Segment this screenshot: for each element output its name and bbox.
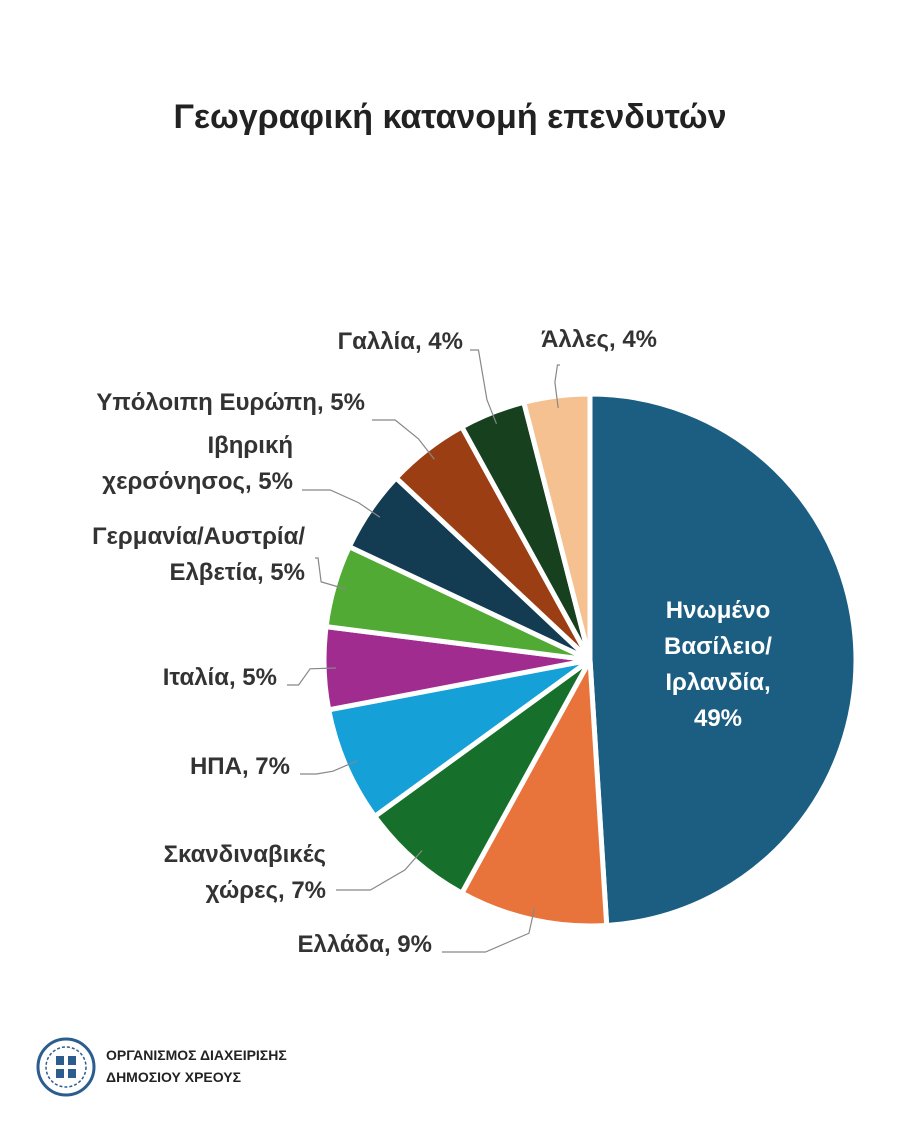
data-label: Ηνωμένο Βασίλειο/Ιρλανδία, 49% — [664, 597, 772, 732]
label-line: Γαλλία, 4% — [338, 328, 463, 355]
org-name: ΔΗΜΟΣΙΟΥ ΧΡΕΟΥΣ — [106, 1069, 241, 1085]
label-line: Ιρλανδία, — [665, 669, 770, 696]
leader-line — [442, 907, 536, 953]
data-label: Ιταλία, 5% — [163, 664, 277, 691]
leader-line — [300, 760, 358, 775]
leader-line — [336, 850, 423, 891]
data-label: Σκανδιναβικές χώρες, 7% — [164, 841, 326, 904]
leader-line — [287, 667, 337, 686]
label-line: χερσόνησος, 5% — [102, 468, 293, 495]
label-line: Γερμανία/Αυστρία/ — [92, 523, 305, 550]
leader-line — [372, 419, 435, 460]
label-line: Ελβετία, 5% — [169, 559, 305, 586]
leader-line — [470, 349, 498, 425]
data-label: Άλλες, 4% — [541, 326, 657, 353]
label-line: Βασίλειο/ — [664, 633, 772, 660]
label-line: Ελλάδα, 9% — [298, 931, 433, 958]
leader-line — [315, 557, 347, 590]
data-label: Ιβηρική χερσόνησος, 5% — [102, 432, 293, 495]
label-line: ΗΠΑ, 7% — [190, 753, 290, 780]
pie-slice — [587, 391, 859, 928]
label-line: Άλλες, 4% — [541, 326, 657, 353]
label-line: Υπόλοιπη Ευρώπη, 5% — [96, 389, 365, 416]
data-label: Γερμανία/Αυστρία/Ελβετία, 5% — [92, 523, 305, 586]
logo — [36, 1037, 96, 1097]
data-label: Γαλλία, 4% — [338, 328, 463, 355]
label-line: χώρες, 7% — [206, 877, 326, 904]
leader-line — [302, 489, 381, 518]
label-line: 49% — [694, 705, 742, 732]
leader-line — [554, 364, 560, 409]
org-name: ΟΡΓΑΝΙΣΜΟΣ ΔΙΑΧΕΙΡΙΣΗΣ — [106, 1047, 287, 1063]
label-line: Ιταλία, 5% — [163, 664, 277, 691]
label-line: Ηνωμένο — [666, 597, 770, 624]
chart-title: Γεωγραφική κατανομή επενδυτών — [173, 98, 726, 136]
label-line: Ιβηρική — [207, 432, 293, 459]
data-label: Ελλάδα, 9% — [298, 931, 433, 958]
label-line: Σκανδιναβικές — [164, 841, 326, 868]
data-label: ΗΠΑ, 7% — [190, 753, 290, 780]
data-label: Υπόλοιπη Ευρώπη, 5% — [96, 389, 365, 416]
